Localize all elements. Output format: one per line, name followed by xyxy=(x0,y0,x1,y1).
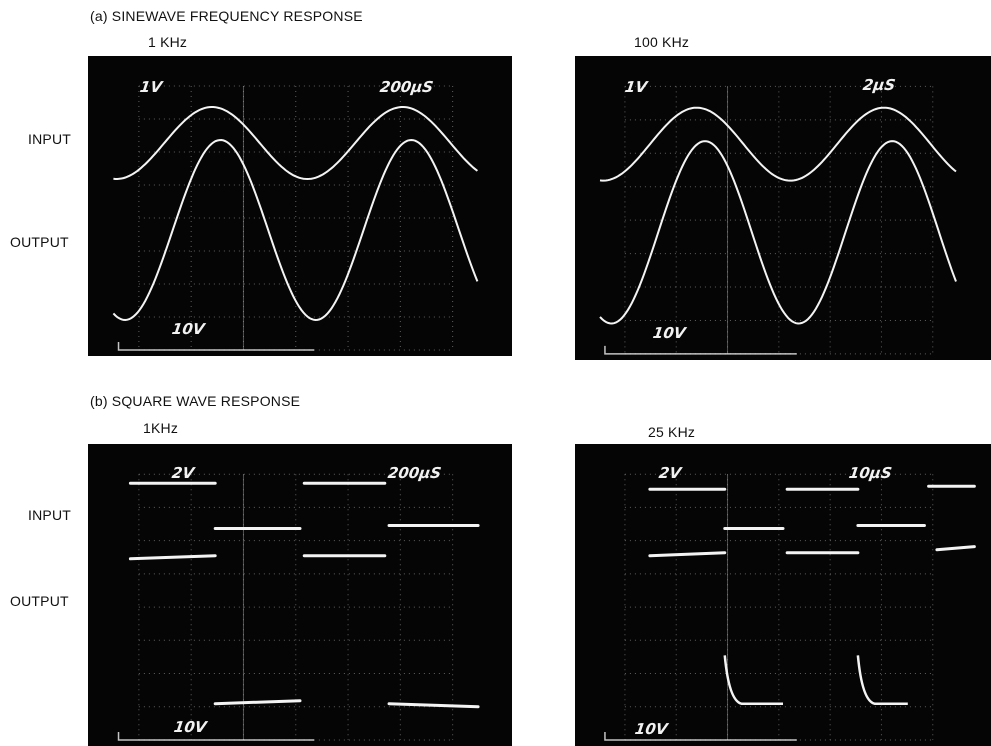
section-a-input-label: INPUT xyxy=(28,131,71,147)
output-square-low-segment xyxy=(387,702,480,709)
output-volts-per-div: 10V xyxy=(170,320,206,338)
output-square-low-segment xyxy=(723,655,783,705)
scope-traces xyxy=(117,473,480,741)
input-volts-per-div: 2V xyxy=(657,464,683,482)
output-square-high-segment xyxy=(935,545,976,552)
output-sine-trace xyxy=(112,138,479,322)
scope-screen-sine-1khz: 1V 200μS 10V xyxy=(88,56,512,356)
output-volts-per-div: 10V xyxy=(633,720,669,738)
time-per-div: 2μS xyxy=(861,76,897,94)
panel-a2-frequency: 100 KHz xyxy=(634,34,690,50)
output-square-low-segment xyxy=(856,655,908,705)
output-square-low-segment xyxy=(213,699,302,706)
time-per-div: 200μS xyxy=(386,464,443,482)
output-volts-per-div: 10V xyxy=(172,718,208,736)
time-per-div: 200μS xyxy=(378,78,435,96)
input-volts-per-div: 1V xyxy=(138,78,164,96)
scope-screen-square-1khz: 2V 200μS 10V xyxy=(88,444,512,746)
panel-b2-frequency: 25 KHz xyxy=(648,424,696,440)
baseline-marker xyxy=(117,731,315,741)
panel-b1-frequency: 1KHz xyxy=(143,420,179,436)
scope-traces xyxy=(604,473,976,741)
input-volts-per-div: 1V xyxy=(623,78,649,96)
input-sine-trace xyxy=(113,106,479,181)
section-b-title: (b) SQUARE WAVE RESPONSE xyxy=(90,393,301,409)
scope-traces xyxy=(112,85,479,351)
scope-screen-sine-100khz: 1V 2μS 10V xyxy=(575,56,991,360)
section-b-output-label: OUTPUT xyxy=(10,593,69,609)
section-a-output-label: OUTPUT xyxy=(10,234,69,250)
output-square-high-segment xyxy=(128,554,217,561)
baseline-marker xyxy=(117,342,315,351)
baseline-marker xyxy=(604,345,797,355)
input-volts-per-div: 2V xyxy=(170,464,196,482)
scope-screen-square-25khz: 2V 10μS 10V xyxy=(575,444,991,746)
baseline-marker xyxy=(604,731,797,741)
section-b-input-label: INPUT xyxy=(28,507,71,523)
scope-traces xyxy=(599,85,957,355)
output-volts-per-div: 10V xyxy=(651,324,687,342)
section-a-title: (a) SINEWAVE FREQUENCY RESPONSE xyxy=(90,8,363,24)
output-square-high-segment xyxy=(648,551,727,558)
time-per-div: 10μS xyxy=(847,464,893,482)
output-sine-trace xyxy=(599,140,957,325)
panel-a1-frequency: 1 KHz xyxy=(148,34,188,50)
input-sine-trace xyxy=(599,106,957,182)
